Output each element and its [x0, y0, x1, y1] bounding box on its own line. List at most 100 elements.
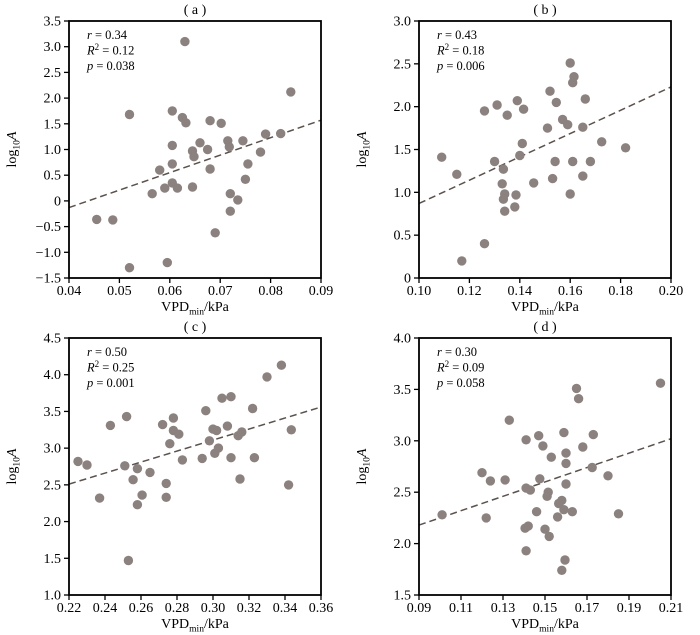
y-tick-label: 1.0: [394, 186, 412, 201]
data-point: [226, 453, 236, 463]
data-point: [542, 123, 553, 133]
data-point: [120, 461, 130, 471]
data-point: [238, 136, 248, 146]
y-tick-label: 3.5: [44, 405, 62, 420]
x-tick-label: 0.10: [407, 284, 432, 299]
data-point: [560, 555, 570, 565]
data-point: [197, 453, 207, 464]
y-tick-label: 3.0: [44, 442, 62, 457]
stats-annotation: R2 = 0.25: [86, 359, 134, 375]
data-point: [123, 555, 134, 566]
data-point: [498, 164, 509, 174]
data-point: [247, 403, 258, 414]
x-tick-label: 0.14: [508, 284, 533, 299]
x-tick-label: 0.04: [57, 284, 82, 299]
data-point: [597, 137, 607, 147]
data-point: [544, 531, 554, 542]
data-point: [500, 206, 510, 216]
x-tick-label: 0.06: [158, 284, 183, 299]
data-point: [276, 128, 286, 139]
y-tick-label: 2.0: [44, 92, 62, 107]
data-point: [540, 524, 550, 534]
data-point: [237, 427, 247, 437]
y-tick-label: −1.5: [36, 272, 61, 287]
y-tick-label: 3.0: [394, 434, 412, 449]
data-point: [217, 393, 227, 403]
data-point: [255, 147, 266, 157]
data-point: [568, 78, 578, 88]
y-tick-label: 4.5: [44, 332, 62, 347]
x-tick-label: 0.15: [533, 601, 558, 616]
data-point: [498, 194, 509, 204]
data-point: [177, 455, 188, 465]
data-point: [128, 475, 138, 485]
y-tick-label: 3.0: [44, 40, 62, 55]
data-point: [547, 173, 558, 184]
data-point: [620, 143, 631, 153]
y-tick-label: 3.0: [394, 15, 412, 30]
data-point: [587, 462, 597, 473]
stats-annotation: R2 = 0.09: [436, 359, 484, 375]
x-tick-label: 0.12: [457, 284, 482, 299]
data-point: [82, 460, 92, 470]
x-axis-label: VPDmin/kPa: [161, 300, 229, 317]
y-tick-label: 2.5: [394, 57, 412, 72]
data-point: [567, 507, 577, 517]
data-point: [546, 452, 556, 462]
data-point: [578, 171, 588, 181]
data-point: [137, 490, 147, 500]
data-point: [521, 435, 531, 445]
y-tick-label: 2.0: [394, 100, 412, 115]
stats-annotation: R2 = 0.12: [86, 42, 134, 58]
trend-line: [418, 438, 672, 526]
x-tick-label: 0.08: [258, 284, 283, 299]
data-point: [497, 179, 507, 189]
data-point: [224, 142, 234, 152]
stats-annotation: R2 = 0.18: [436, 42, 484, 58]
data-point: [552, 512, 563, 522]
panel-title: ( c ): [184, 320, 207, 335]
data-point: [504, 415, 514, 425]
x-axis-label: VPDmin/kPa: [161, 617, 229, 635]
data-point: [479, 106, 490, 116]
data-point: [94, 493, 105, 503]
plot-frame: [68, 337, 322, 596]
data-point: [542, 491, 552, 501]
y-tick-label: 1.5: [394, 143, 412, 158]
data-point: [160, 183, 170, 193]
data-point: [105, 420, 116, 431]
data-point: [211, 425, 222, 436]
data-point: [568, 156, 578, 167]
data-point: [538, 441, 548, 451]
data-point: [518, 104, 529, 114]
x-tick-label: 0.13: [491, 601, 516, 616]
data-point: [515, 150, 525, 161]
data-point: [161, 492, 171, 502]
scatter-panel-a: ( a ) 0.04 0.05 0.06 0.07 0.08 0.09 3.5 3.0 2.5 2.…: [0, 0, 350, 317]
data-point: [262, 372, 272, 382]
y-axis-label: log10A: [5, 131, 23, 167]
data-point: [578, 122, 588, 132]
x-tick-label: 0.34: [273, 601, 298, 616]
data-point: [205, 116, 215, 126]
trend-line: [68, 406, 322, 485]
x-axis-label: VPDmin/kPa: [511, 617, 579, 635]
x-tick-label: 0.11: [449, 601, 473, 616]
data-point: [157, 419, 168, 430]
data-point: [500, 475, 510, 485]
y-axis-label: log10A: [5, 448, 23, 484]
data-point: [510, 202, 520, 212]
data-point: [195, 138, 205, 148]
y-tick-label: 1.0: [44, 589, 62, 604]
data-point: [225, 189, 235, 199]
y-tick-label: 1.5: [394, 589, 412, 604]
y-tick-label: 0: [404, 272, 411, 287]
x-tick-label: 0.09: [407, 601, 432, 616]
y-tick-label: 4.0: [44, 368, 62, 383]
scatter-panel-c: ( c ) 0.22 0.24 0.26 0.28 0.30 0.32 0.34 0.36 4.5…: [0, 317, 350, 635]
data-point: [286, 425, 296, 435]
data-point: [202, 144, 213, 155]
data-point: [521, 546, 531, 556]
data-point: [233, 195, 243, 205]
x-tick-label: 0.21: [659, 601, 684, 616]
